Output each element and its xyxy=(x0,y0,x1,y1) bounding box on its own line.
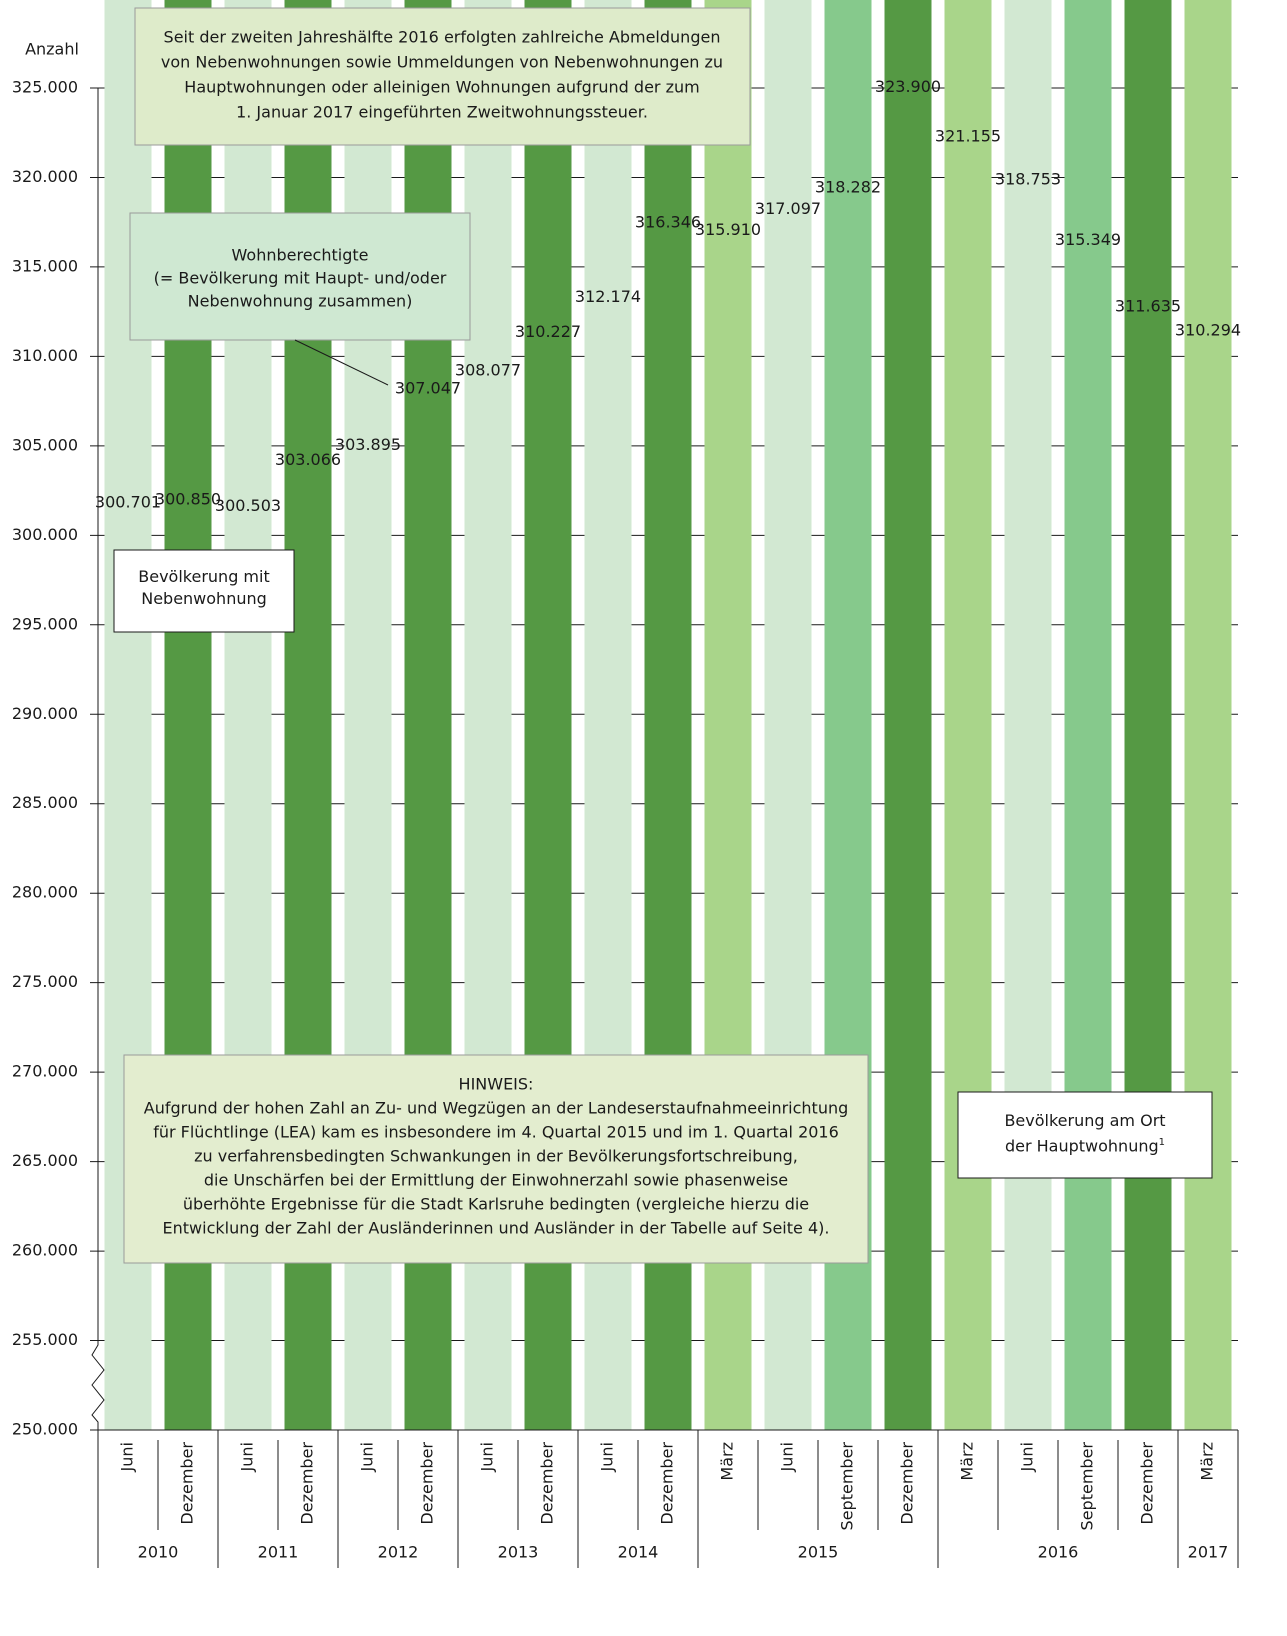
annotation-text: für Flüchtlinge (LEA) kam es insbesonder… xyxy=(153,1123,839,1142)
y-tick-label: 290.000 xyxy=(12,704,78,723)
legend-box xyxy=(113,549,295,633)
y-tick-label: 320.000 xyxy=(12,167,78,186)
y-tick-label: 285.000 xyxy=(12,793,78,812)
year-label: 2011 xyxy=(258,1543,299,1562)
y-tick-label: 250.000 xyxy=(12,1420,78,1439)
legend-label: Bevölkerung am Ort der Hauptwohnung1 xyxy=(990,1110,1180,1157)
annotation-text: Entwicklung der Zahl der Ausländerinnen … xyxy=(163,1219,830,1238)
x-tick-label: Dezember xyxy=(298,1442,317,1525)
bar-segment xyxy=(1064,0,1112,1430)
total-label: 300.701 xyxy=(95,492,161,511)
total-label: 315.349 xyxy=(1055,230,1121,249)
x-tick-label: Juni xyxy=(598,1442,617,1472)
annotation-box xyxy=(123,1054,869,1264)
y-tick-label: 305.000 xyxy=(12,435,78,454)
x-tick-label: Juni xyxy=(478,1442,497,1472)
total-label: 318.753 xyxy=(995,169,1061,188)
y-axis xyxy=(91,88,105,1430)
annotation-text: Aufgrund der hohen Zahl an Zu- und Wegzü… xyxy=(144,1099,849,1118)
legend-label: Bevölkerung mit Nebenwohnung xyxy=(138,567,270,608)
x-tick-label: Juni xyxy=(118,1442,137,1472)
x-tick-label: Juni xyxy=(238,1442,257,1472)
bar-segment xyxy=(944,0,992,1430)
annotation-text: (= Bevölkerung mit Haupt- und/oder xyxy=(154,269,447,288)
x-tick-label: März xyxy=(958,1442,977,1481)
y-tick-label: 315.000 xyxy=(12,256,78,275)
total-label: 307.047 xyxy=(395,379,461,398)
legend-entry: Bevölkerung am Ort der Hauptwohnung1 xyxy=(990,1110,1180,1157)
total-label: 311.635 xyxy=(1115,297,1181,316)
total-label: 303.895 xyxy=(335,435,401,454)
x-tick-label: Dezember xyxy=(1138,1442,1157,1525)
year-label: 2016 xyxy=(1038,1543,1079,1562)
legend-entry: Bevölkerung mit Nebenwohnung xyxy=(138,567,270,608)
x-tick-label: Dezember xyxy=(538,1442,557,1525)
annotation-text: 1. Januar 2017 eingeführten Zweitwohnung… xyxy=(236,103,648,122)
y-tick-label: 325.000 xyxy=(12,78,78,97)
annotation-text: überhöhte Ergebnisse für die Stadt Karls… xyxy=(183,1195,809,1214)
annotations: Bevölkerung mit Nebenwohnung Bevölkerung… xyxy=(113,7,1213,1264)
bar-segment xyxy=(1184,0,1232,1430)
annotation-text: zu verfahrensbedingten Schwankungen in d… xyxy=(194,1147,798,1166)
annotation-text: Nebenwohnung zusammen) xyxy=(188,292,413,311)
total-label: 300.850 xyxy=(155,490,221,509)
year-label: 2017 xyxy=(1188,1543,1229,1562)
total-label: 317.097 xyxy=(755,199,821,218)
x-tick-label: Dezember xyxy=(898,1442,917,1525)
annotation-box xyxy=(134,7,751,146)
year-label: 2010 xyxy=(138,1543,179,1562)
annotation-text: Hauptwohnungen oder alleinigen Wohnungen… xyxy=(184,78,699,97)
x-tick-label: September xyxy=(1078,1442,1097,1531)
year-label: 2015 xyxy=(798,1543,839,1562)
total-label: 316.346 xyxy=(635,212,701,231)
pointer xyxy=(294,339,389,386)
x-tick-label: Dezember xyxy=(658,1442,677,1525)
year-label: 2014 xyxy=(618,1543,659,1562)
x-tick-label: Juni xyxy=(1018,1442,1037,1472)
y-tick-label: 255.000 xyxy=(12,1330,78,1349)
y-tick-label: 295.000 xyxy=(12,614,78,633)
total-label: 318.282 xyxy=(815,178,881,197)
x-axis-table: Juni Dezember Juni Dezember Juni Dezember Juni… xyxy=(97,1430,1239,1568)
annotation-text: von Nebenwohnungen sowie Ummeldungen von… xyxy=(161,53,723,72)
x-tick-label: Juni xyxy=(778,1442,797,1472)
year-label: 2013 xyxy=(498,1543,539,1562)
y-axis-label: Anzahl xyxy=(25,40,79,59)
x-tick-label: Dezember xyxy=(178,1442,197,1525)
annotation-text: die Unschärfen bei der Ermittlung der Ei… xyxy=(204,1171,788,1190)
legend-text: Bevölkerung am Ort der Hauptwohnung xyxy=(1004,1111,1166,1156)
annotation-text: Seit der zweiten Jahreshälfte 2016 erfol… xyxy=(164,28,721,47)
year-label: 2012 xyxy=(378,1543,419,1562)
bar-segment xyxy=(884,0,932,1431)
x-tick-label: September xyxy=(838,1442,857,1531)
annotation-text: Wohnberechtigte xyxy=(232,246,369,265)
x-tick-label: Juni xyxy=(358,1442,377,1472)
y-tick-label: 265.000 xyxy=(12,1151,78,1170)
total-label: 321.155 xyxy=(935,126,1001,145)
bar-segment xyxy=(1124,0,1172,1430)
y-tick-label: 280.000 xyxy=(12,883,78,902)
total-label: 312.174 xyxy=(575,287,641,306)
y-tick-label: 270.000 xyxy=(12,1062,78,1081)
y-tick-label: 260.000 xyxy=(12,1241,78,1260)
footnote-marker: 1 xyxy=(1158,1137,1166,1148)
x-tick-label: März xyxy=(718,1442,737,1481)
annotation-text: HINWEIS: xyxy=(459,1075,534,1094)
annotation-box xyxy=(129,212,471,341)
y-tick-label: 275.000 xyxy=(12,972,78,991)
total-label: 303.066 xyxy=(275,450,341,469)
total-label: 300.503 xyxy=(215,496,281,515)
x-tick-label: Dezember xyxy=(418,1442,437,1525)
y-tick-label: 300.000 xyxy=(12,525,78,544)
total-label: 310.227 xyxy=(515,322,581,341)
total-label: 315.910 xyxy=(695,220,761,239)
total-label: 308.077 xyxy=(455,360,521,379)
bar-segment xyxy=(1004,0,1052,1430)
y-tick-label: 310.000 xyxy=(12,346,78,365)
legend-box xyxy=(957,1091,1213,1179)
total-label: 310.294 xyxy=(1175,321,1241,340)
x-tick-label: März xyxy=(1198,1442,1217,1481)
total-label: 323.900 xyxy=(875,77,941,96)
